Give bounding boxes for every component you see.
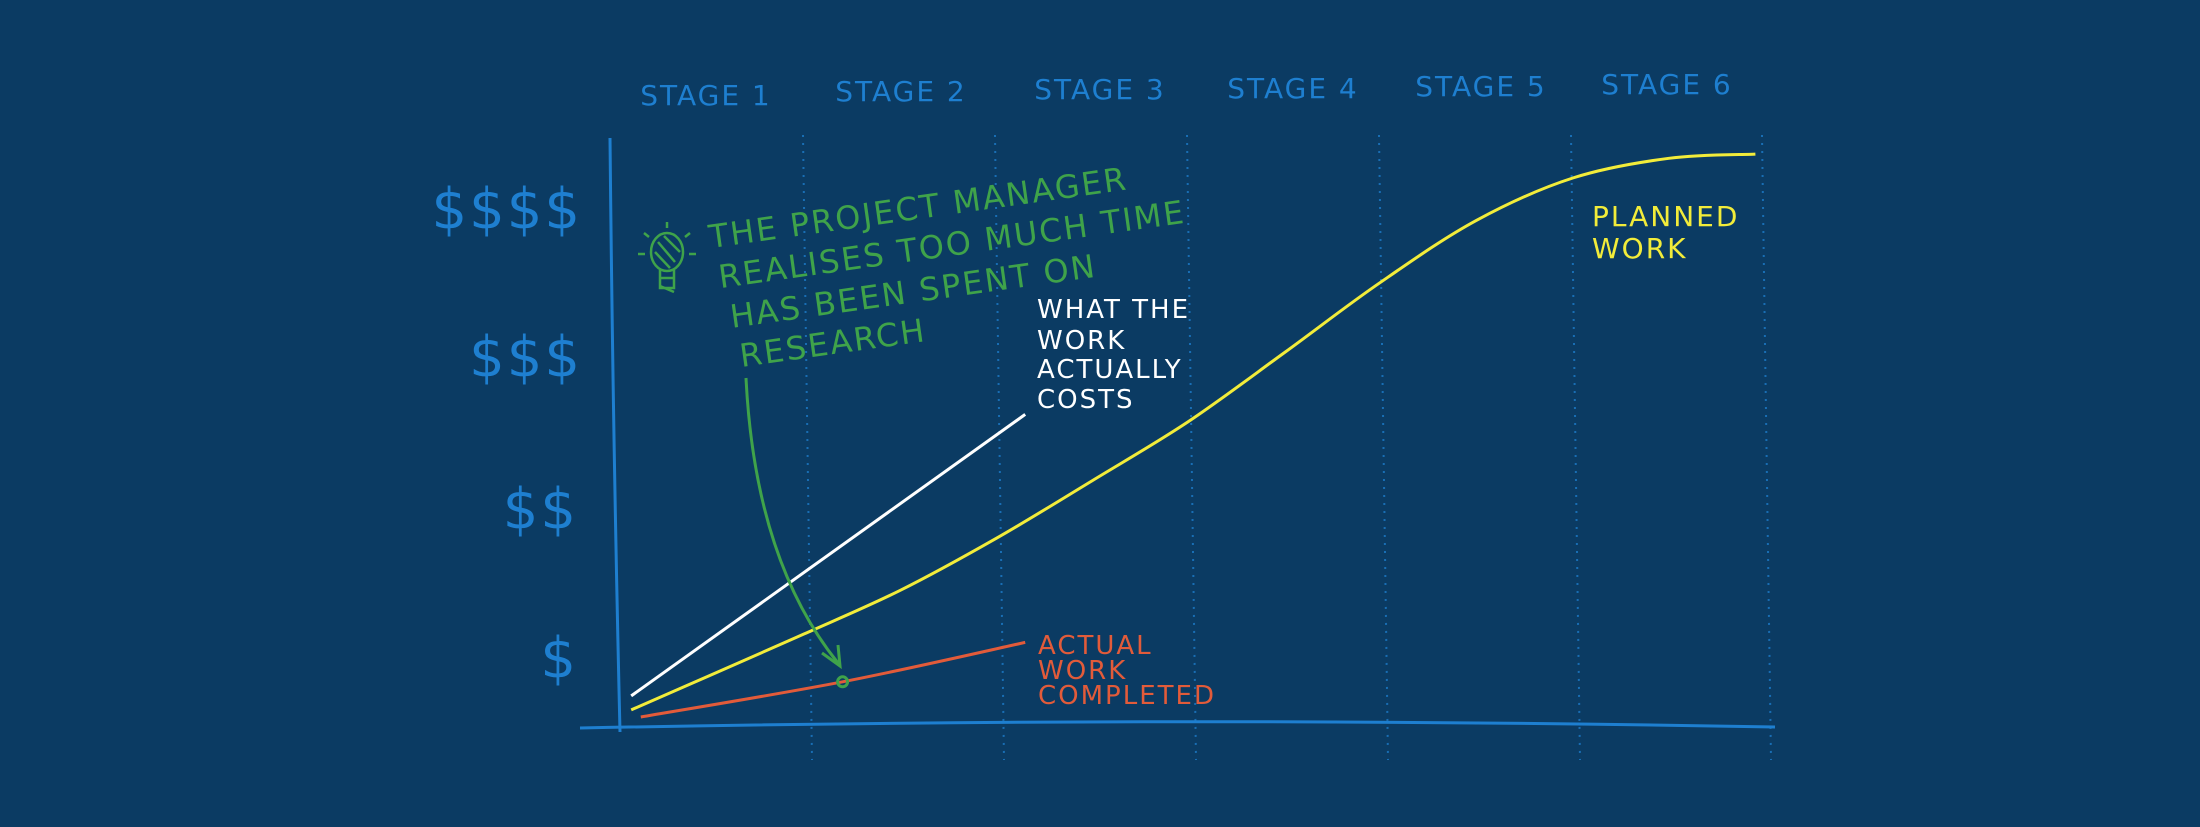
cost-label-line: WORK [1037,326,1126,356]
x-tick-label: STAGE 2 [835,75,966,108]
grid-line [1570,134,1581,761]
x-axis [579,720,1776,730]
x-tick-label: STAGE 6 [1601,68,1732,101]
grid-line [1378,134,1389,761]
lightbulb-icon [638,222,696,294]
grid-line [802,134,813,761]
cost-label-line: WHAT THE [1037,295,1190,325]
series-label-actual-cost: WHAT THE WORK ACTUALLY COSTS [1037,295,1190,415]
x-tick-label: STAGE 4 [1227,72,1358,105]
cost-label-line: COSTS [1037,385,1135,415]
series-line-work-completed [640,640,1026,719]
cost-label-line: ACTUALLY [1037,355,1183,385]
completed-label-line: COMPLETED [1038,681,1216,711]
grid-lines [802,134,1772,761]
series-label-planned-work: PLANNED WORK [1592,200,1739,265]
planned-label-line: WORK [1592,232,1688,265]
grid-line [1761,134,1772,761]
y-tick-label: $$$ [469,325,582,390]
completed-label-line: ACTUAL [1038,631,1153,661]
annotation-target-marker [836,675,850,689]
annotation-arrowhead [821,644,842,670]
completed-label-line: WORK [1038,656,1127,686]
x-tick-label: STAGE 3 [1034,73,1165,106]
series-line-actual-cost [630,413,1027,698]
y-tick-label: $ [540,626,578,691]
planned-label-line: PLANNED [1592,200,1739,233]
series-label-work-completed: ACTUAL WORK COMPLETED [1038,631,1216,711]
x-tick-label: STAGE 5 [1415,70,1546,103]
y-tick-labels: $ $$ $$$ $$$$ [431,177,582,691]
grid-line [1186,134,1197,761]
y-tick-label: $$$$ [431,177,582,242]
series-line-planned-work [630,152,1756,712]
grid-line [994,134,1005,761]
annotation-arrow [744,377,840,664]
x-tick-labels: STAGE 1 STAGE 2 STAGE 3 STAGE 4 STAGE 5 … [640,68,1732,112]
x-tick-label: STAGE 1 [640,79,771,112]
y-tick-label: $$ [503,477,578,542]
y-axis [608,137,622,733]
